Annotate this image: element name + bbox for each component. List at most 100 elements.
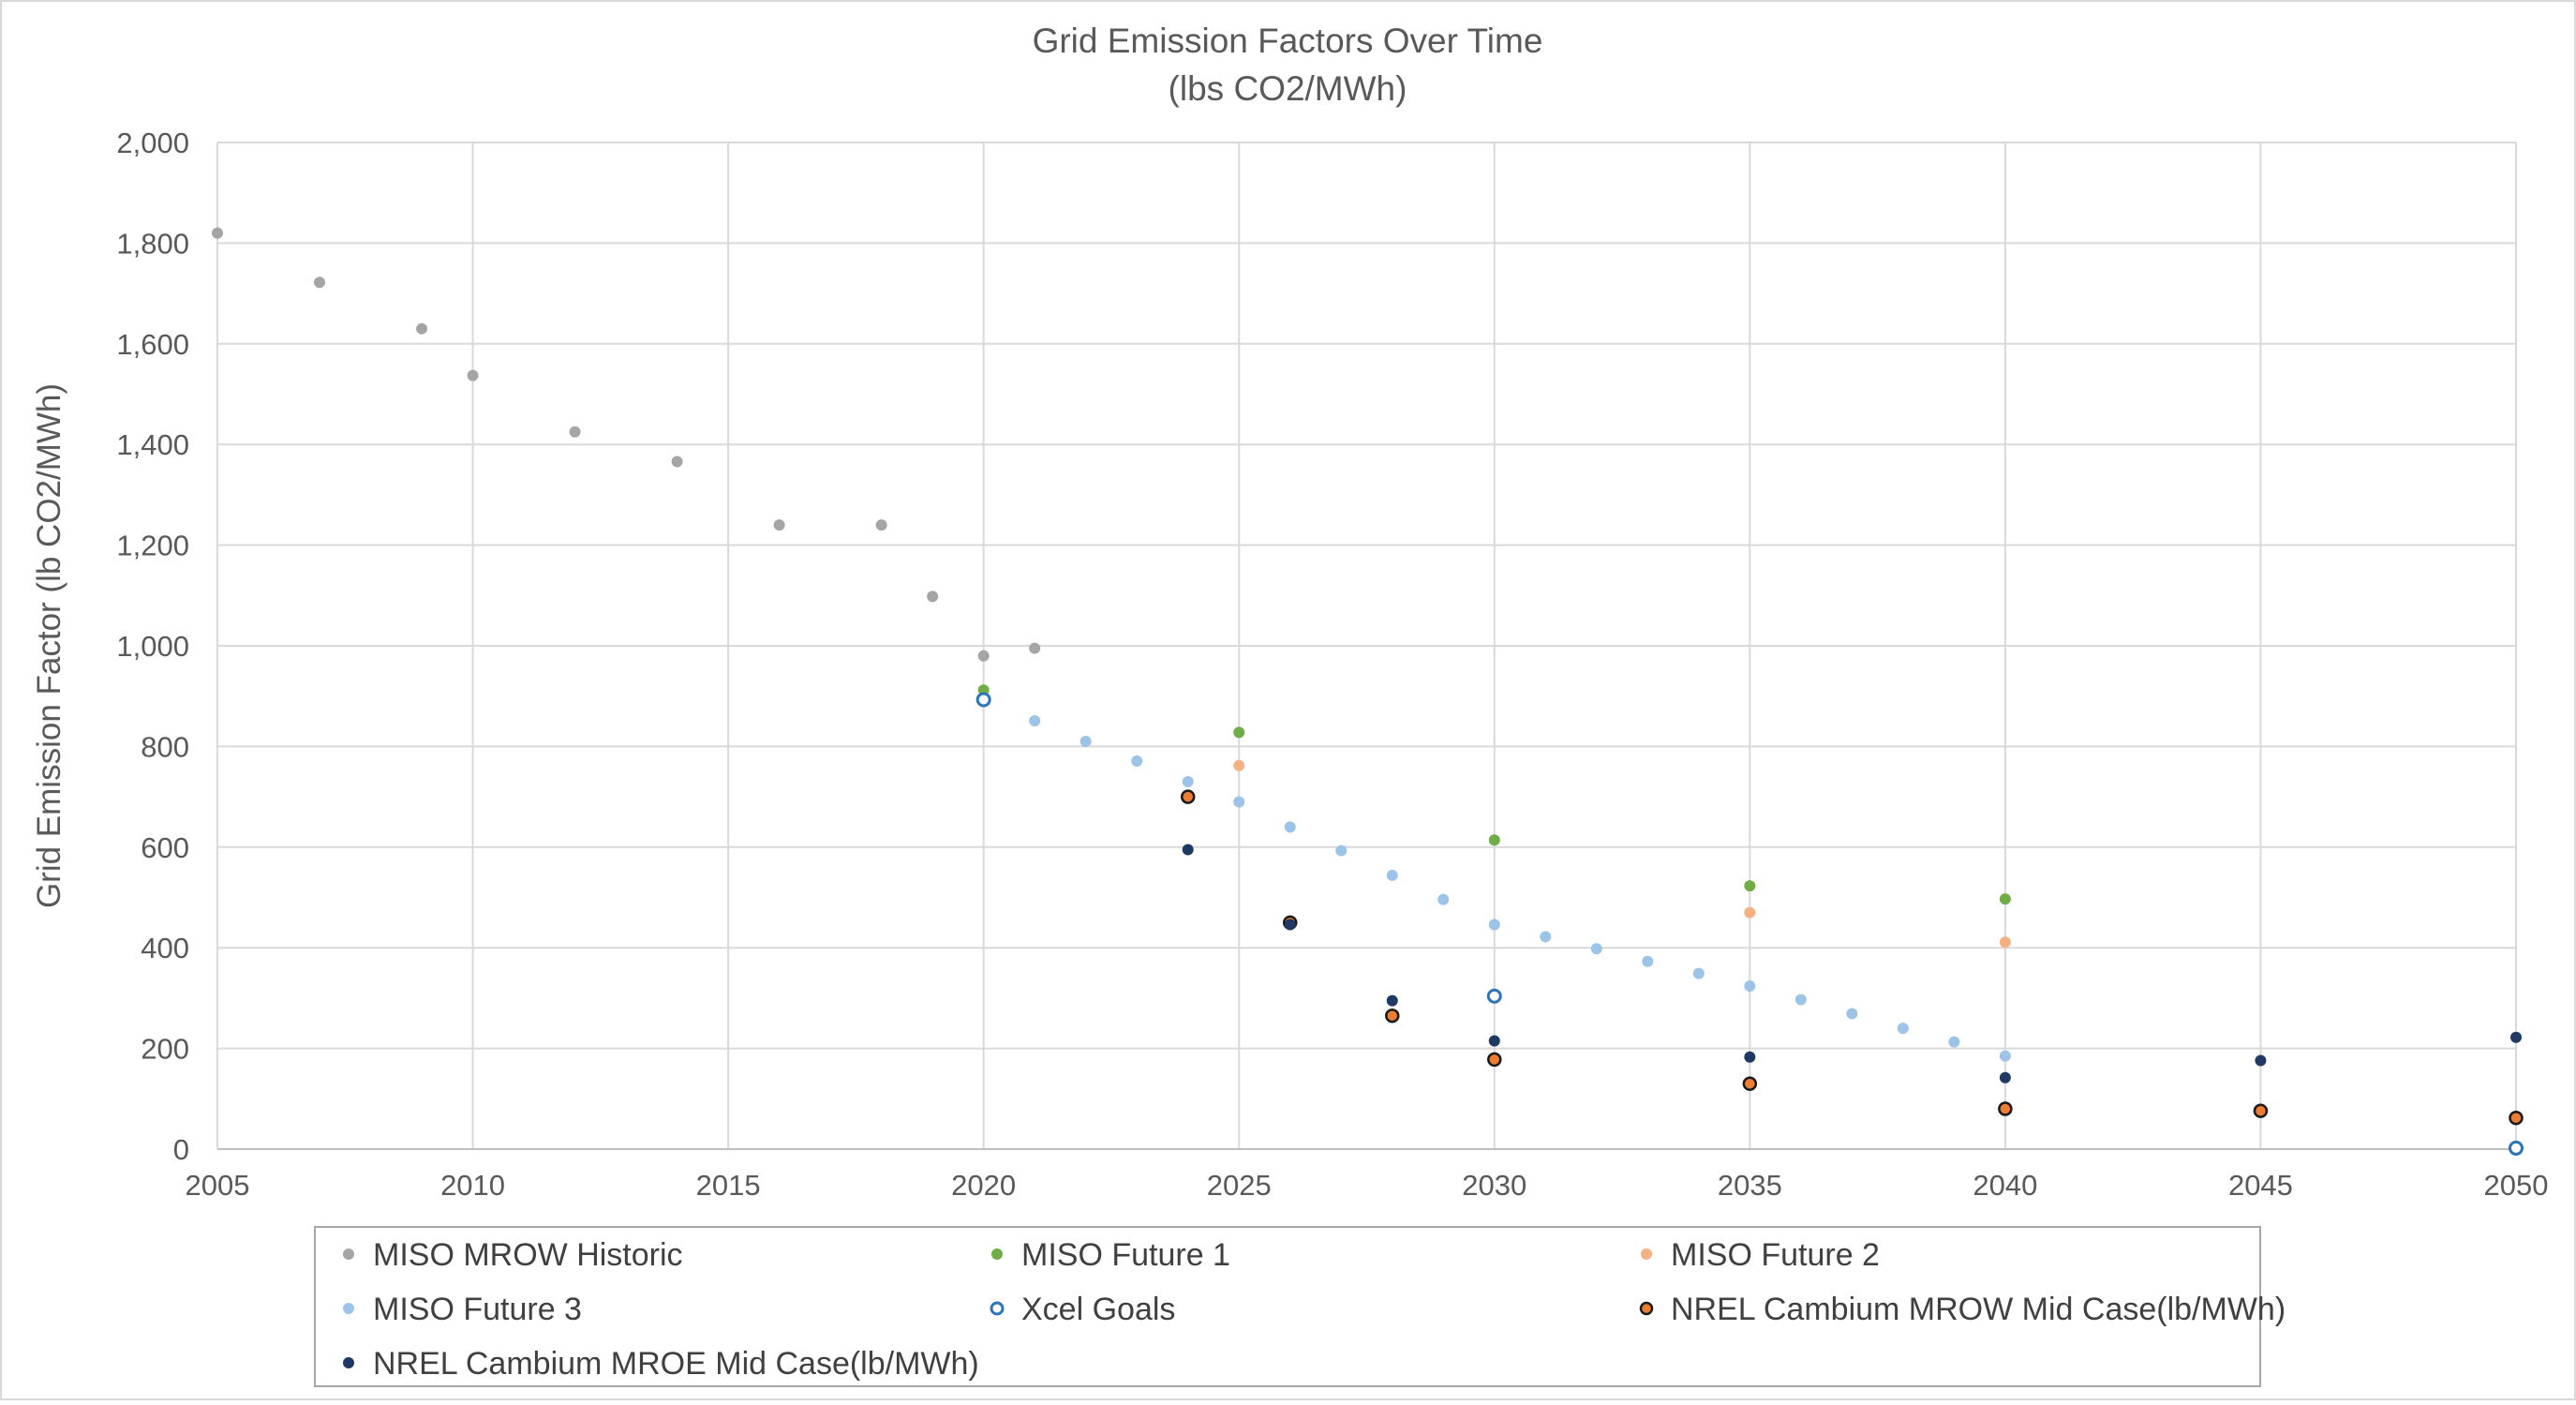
y-tick-label: 600 [141,831,189,864]
data-point [1386,994,1398,1007]
data-point [1488,834,1500,846]
data-point [1744,980,1756,993]
y-tick-label: 0 [173,1133,189,1166]
data-point [1233,759,1245,771]
y-tick-label: 1,600 [116,328,189,361]
series-group [1233,759,2011,949]
legend-marker [1641,1248,1652,1260]
x-tick-label: 2010 [440,1169,505,1202]
data-point [1182,775,1194,787]
data-point [1437,893,1450,905]
legend-label: MISO Future 1 [1021,1237,1230,1273]
y-tick-label: 800 [141,730,189,763]
data-point [1999,893,2011,905]
data-point [569,426,581,438]
axes: 0 200 400 600 800 1,000 1,200 1,400 1,600 1,800 2,… [116,127,2548,1202]
data-point [416,322,428,335]
y-tick-label: 1,200 [116,530,189,562]
data-point [671,456,683,468]
legend-marker [343,1357,354,1368]
data-point [927,590,939,603]
legend-label: NREL Cambium MROE Mid Case(lb/MWh) [373,1346,979,1382]
data-point [1998,1101,2013,1116]
data-point [1897,1023,1909,1035]
x-tick-label: 2035 [1718,1169,1782,1202]
data-point [1386,869,1398,881]
x-tick-label: 2020 [951,1169,1016,1202]
data-point [1488,1035,1500,1047]
data-point [1029,715,1041,727]
data-point [1284,821,1296,833]
data-point [1794,994,1807,1006]
data-point [2509,1110,2524,1126]
data-point [1233,796,1245,808]
y-tick-label: 2,000 [116,127,189,159]
data-point [773,519,785,531]
data-point [1999,1050,2011,1062]
legend-label: MISO Future 2 [1671,1237,1880,1273]
data-point [1999,936,2011,949]
legend-label: Xcel Goals [1021,1292,1175,1327]
data-point [1182,844,1194,856]
data-point [1999,1071,2011,1084]
gridlines [217,142,2517,1149]
data-point [2509,1140,2524,1156]
data-point [875,519,887,531]
data-point [314,277,326,289]
data-point [2253,1103,2269,1118]
x-tick-label: 2025 [1207,1169,1272,1202]
x-tick-label: 2040 [1973,1169,2037,1202]
y-tick-label: 1,400 [116,428,189,461]
x-tick-label: 2005 [186,1169,250,1202]
data-point [1948,1036,1960,1048]
data-point [1080,736,1092,748]
data-point [1284,919,1296,931]
legend-marker [343,1303,354,1314]
y-tick-label: 400 [141,932,189,964]
chart-title: Grid Emission Factors Over Time [1033,22,1543,60]
legend-label: MISO MROW Historic [373,1237,683,1273]
legend-label: NREL Cambium MROW Mid Case(lb/MWh) [1671,1292,2286,1327]
x-tick-label: 2045 [2228,1169,2293,1202]
data-point [1744,906,1756,919]
data-point [1540,931,1552,943]
y-tick-label: 1,800 [116,227,189,260]
legend-label: MISO Future 3 [373,1292,582,1327]
data-point [1590,943,1602,955]
legend-marker [991,1248,1003,1260]
data-point [1487,1052,1502,1068]
data-point [1131,755,1143,767]
data-point [1846,1008,1858,1020]
x-tick-label: 2030 [1462,1169,1526,1202]
legend-box [314,1226,2261,1387]
data-point [1385,1008,1400,1024]
series-group [212,227,1041,662]
series-group [977,684,2011,905]
y-tick-label: 200 [141,1033,189,1066]
chart-subtitle: (lbs CO2/MWh) [1169,69,1407,108]
data-point [1488,919,1500,931]
data-point [1744,880,1756,892]
legend: MISO MROW Historic MISO Future 1 MISO Futu… [314,1226,2286,1387]
data-point [1029,642,1041,654]
legend-marker [343,1248,354,1260]
data-point [1744,1051,1756,1063]
data-point [212,227,223,239]
series-group [977,694,2011,1062]
data-point [2255,1054,2267,1067]
data-point [1180,789,1196,804]
data-point [1233,726,1245,739]
data-point [2510,1031,2522,1043]
x-tick-label: 2015 [696,1169,761,1202]
data-point [1742,1076,1758,1091]
y-axis-label: Grid Emission Factor (lb CO2/MWh) [31,383,67,908]
data-point [975,692,991,708]
data-point [1642,955,1654,967]
x-tick-label: 2050 [2484,1169,2549,1202]
data-point [1486,988,1502,1004]
data-point [1335,844,1348,857]
y-tick-label: 1,000 [116,630,189,663]
